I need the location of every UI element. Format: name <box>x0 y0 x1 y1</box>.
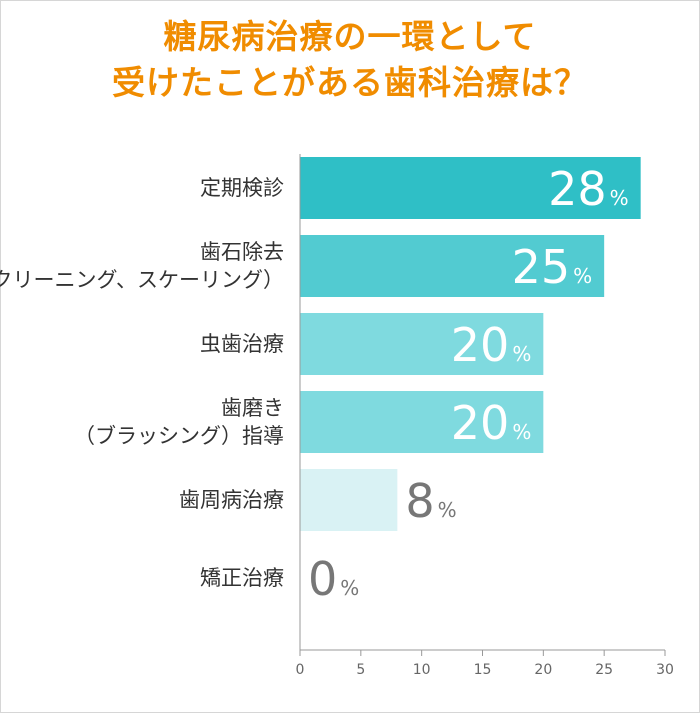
bar-3 <box>300 391 544 453</box>
category-label-3-line-0: 歯磨き <box>221 396 284 420</box>
x-tick-label-3: 15 <box>474 662 492 678</box>
category-label-5-line-0: 矯正治療 <box>200 566 284 590</box>
category-label-3: 歯磨き （ブラッシング）指導 <box>74 394 284 450</box>
chart-title: 糖尿病治療の一環として 受けたことがある歯科治療は？ <box>0 14 700 106</box>
category-label-0-line-0: 定期検診 <box>200 176 284 200</box>
x-tick-label-4: 20 <box>534 662 552 678</box>
value-label-2: 20% <box>451 318 532 372</box>
value-label-4: 8% <box>405 474 456 528</box>
chart-title-line-1: 糖尿病治療の一環として <box>163 17 537 56</box>
value-label-0: 28% <box>548 162 629 216</box>
x-tick-label-5: 25 <box>595 662 613 678</box>
x-tick-label-1: 5 <box>356 662 365 678</box>
value-label-5: 0% <box>308 552 359 606</box>
category-label-2: 虫歯治療 <box>200 330 284 358</box>
category-label-1-line-1: （クリーニング、スケーリング） <box>0 268 284 292</box>
category-label-4-line-0: 歯周病治療 <box>179 488 284 512</box>
category-label-2-line-0: 虫歯治療 <box>200 332 284 356</box>
x-tick-label-2: 10 <box>413 662 431 678</box>
chart-title-line-2: 受けたことがある歯科治療は？ <box>112 63 588 102</box>
bar-1 <box>300 235 605 297</box>
x-tick-label-0: 0 <box>296 662 305 678</box>
bar-4 <box>300 469 398 531</box>
value-labels-group: 28 % 25 % 20 % 20 % 8 % 0% <box>308 162 629 606</box>
category-label-0: 定期検診 <box>200 174 284 202</box>
value-label-1: 25% <box>512 240 593 294</box>
bar-0 <box>300 157 641 219</box>
bar-2 <box>300 313 544 375</box>
category-label-5: 矯正治療 <box>200 564 284 592</box>
x-axis: 0 5 10 15 20 25 30 <box>296 154 674 678</box>
bars-group <box>300 157 641 531</box>
category-label-1: 歯石除去 （クリーニング、スケーリング） <box>0 238 284 294</box>
category-label-4: 歯周病治療 <box>179 486 284 514</box>
x-tick-label-6: 30 <box>656 662 674 678</box>
category-label-1-line-0: 歯石除去 <box>200 240 284 264</box>
category-label-3-line-1: （ブラッシング）指導 <box>74 424 284 448</box>
value-label-3: 20% <box>451 396 532 450</box>
